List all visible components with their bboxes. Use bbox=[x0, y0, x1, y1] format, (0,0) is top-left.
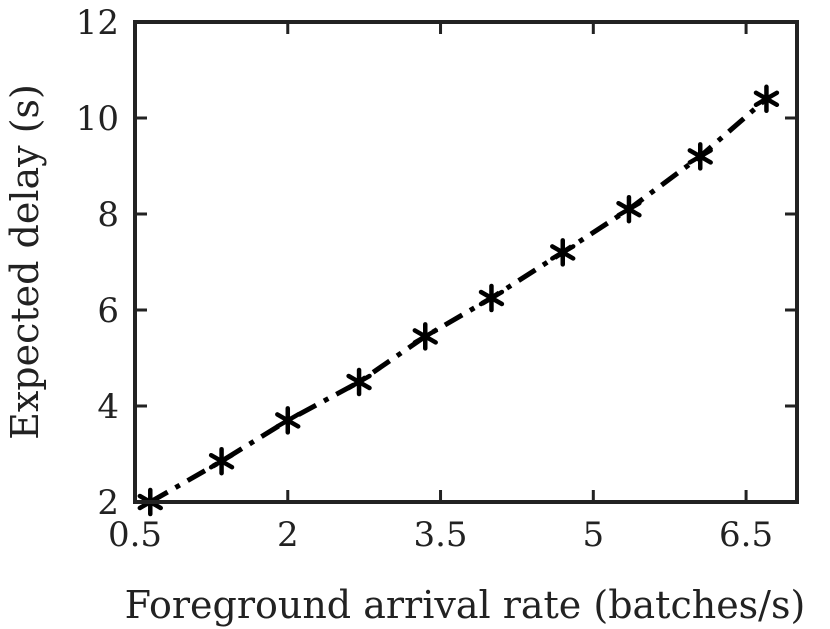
y-tick-label: 8 bbox=[97, 195, 119, 235]
marker-stroke bbox=[550, 244, 576, 261]
marker-stroke bbox=[478, 289, 505, 307]
data-point-marker bbox=[753, 84, 780, 114]
series-layer bbox=[137, 84, 780, 517]
x-tick-label: 0.5 bbox=[108, 515, 162, 555]
data-point-marker bbox=[616, 194, 642, 224]
y-tick-label: 12 bbox=[76, 3, 119, 43]
marker-stroke bbox=[616, 200, 642, 218]
data-point-marker bbox=[478, 283, 505, 313]
marker-stroke bbox=[346, 373, 372, 391]
x-tick-label: 2 bbox=[277, 515, 299, 555]
marker-stroke bbox=[275, 412, 301, 429]
plot-area bbox=[135, 22, 797, 502]
y-tick-label: 6 bbox=[97, 291, 119, 331]
data-point-marker bbox=[208, 446, 235, 476]
y-tick-label: 10 bbox=[76, 99, 119, 139]
data-point-marker bbox=[412, 322, 438, 351]
marker-stroke bbox=[208, 452, 235, 470]
y-tick-label: 4 bbox=[97, 387, 119, 427]
y-axis-label: Expected delay (s) bbox=[3, 84, 47, 440]
plot-background bbox=[135, 22, 797, 502]
x-tick-label: 5 bbox=[582, 515, 604, 555]
x-tick-label: 6.5 bbox=[719, 515, 773, 555]
marker-stroke bbox=[753, 90, 780, 108]
x-tick-label: 3.5 bbox=[413, 515, 467, 555]
data-point-marker bbox=[275, 406, 301, 435]
marker-stroke bbox=[687, 148, 713, 165]
data-point-marker bbox=[550, 238, 576, 267]
y-tick-label: 2 bbox=[97, 483, 119, 523]
data-point-marker bbox=[346, 367, 372, 397]
marker-stroke bbox=[412, 328, 438, 345]
data-point-marker bbox=[687, 142, 713, 171]
x-axis-label: Foreground arrival rate (batches/s) bbox=[125, 583, 806, 627]
series-line bbox=[149, 96, 769, 505]
axes-frame bbox=[133, 20, 799, 504]
